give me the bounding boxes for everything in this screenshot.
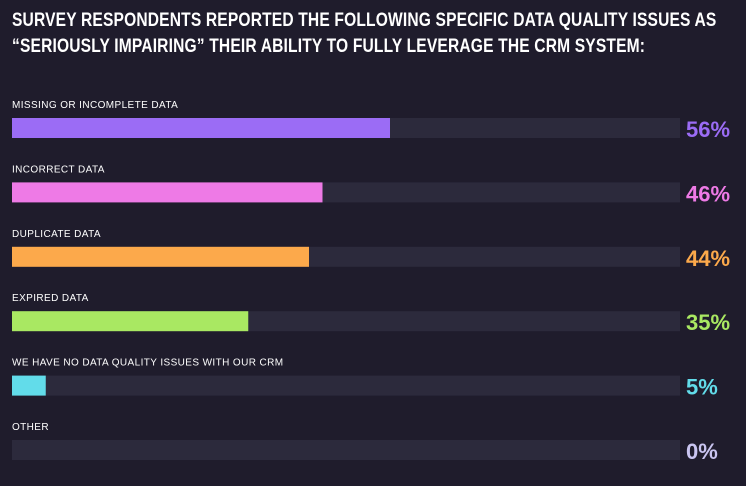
value-label-other: 0% — [686, 439, 718, 464]
category-label-duplicate-data: DUPLICATE DATA — [12, 229, 101, 240]
category-label-we-have-no-data-quality-issues-with-our-crm: WE HAVE NO DATA QUALITY ISSUES WITH OUR … — [12, 358, 284, 369]
value-label-missing-or-incomplete-data: 56% — [686, 117, 730, 142]
value-label-duplicate-data: 44% — [686, 246, 730, 271]
bar-track-we-have-no-data-quality-issues-with-our-crm — [12, 375, 680, 396]
category-label-other: OTHER — [12, 422, 49, 433]
category-label-missing-or-incomplete-data: MISSING OR INCOMPLETE DATA — [12, 100, 178, 111]
value-label-we-have-no-data-quality-issues-with-our-crm: 5% — [686, 375, 718, 400]
chart-title-line-1: SURVEY RESPONDENTS REPORTED THE FOLLOWIN… — [12, 10, 717, 31]
category-label-expired-data: EXPIRED DATA — [12, 293, 89, 304]
value-label-expired-data: 35% — [686, 310, 730, 335]
bar-missing-or-incomplete-data — [12, 118, 390, 138]
value-label-incorrect-data: 46% — [686, 181, 730, 206]
chart-title: SURVEY RESPONDENTS REPORTED THE FOLLOWIN… — [12, 8, 717, 60]
chart-title-line-2: “SERIOUSLY IMPAIRING” THEIR ABILITY TO F… — [12, 36, 646, 57]
bar-expired-data — [12, 311, 249, 332]
bar-duplicate-data — [12, 246, 309, 267]
bar-track-other — [12, 440, 680, 460]
bar-incorrect-data — [12, 182, 323, 203]
category-label-incorrect-data: INCORRECT DATA — [12, 164, 105, 175]
bar-we-have-no-data-quality-issues-with-our-crm — [12, 375, 46, 396]
